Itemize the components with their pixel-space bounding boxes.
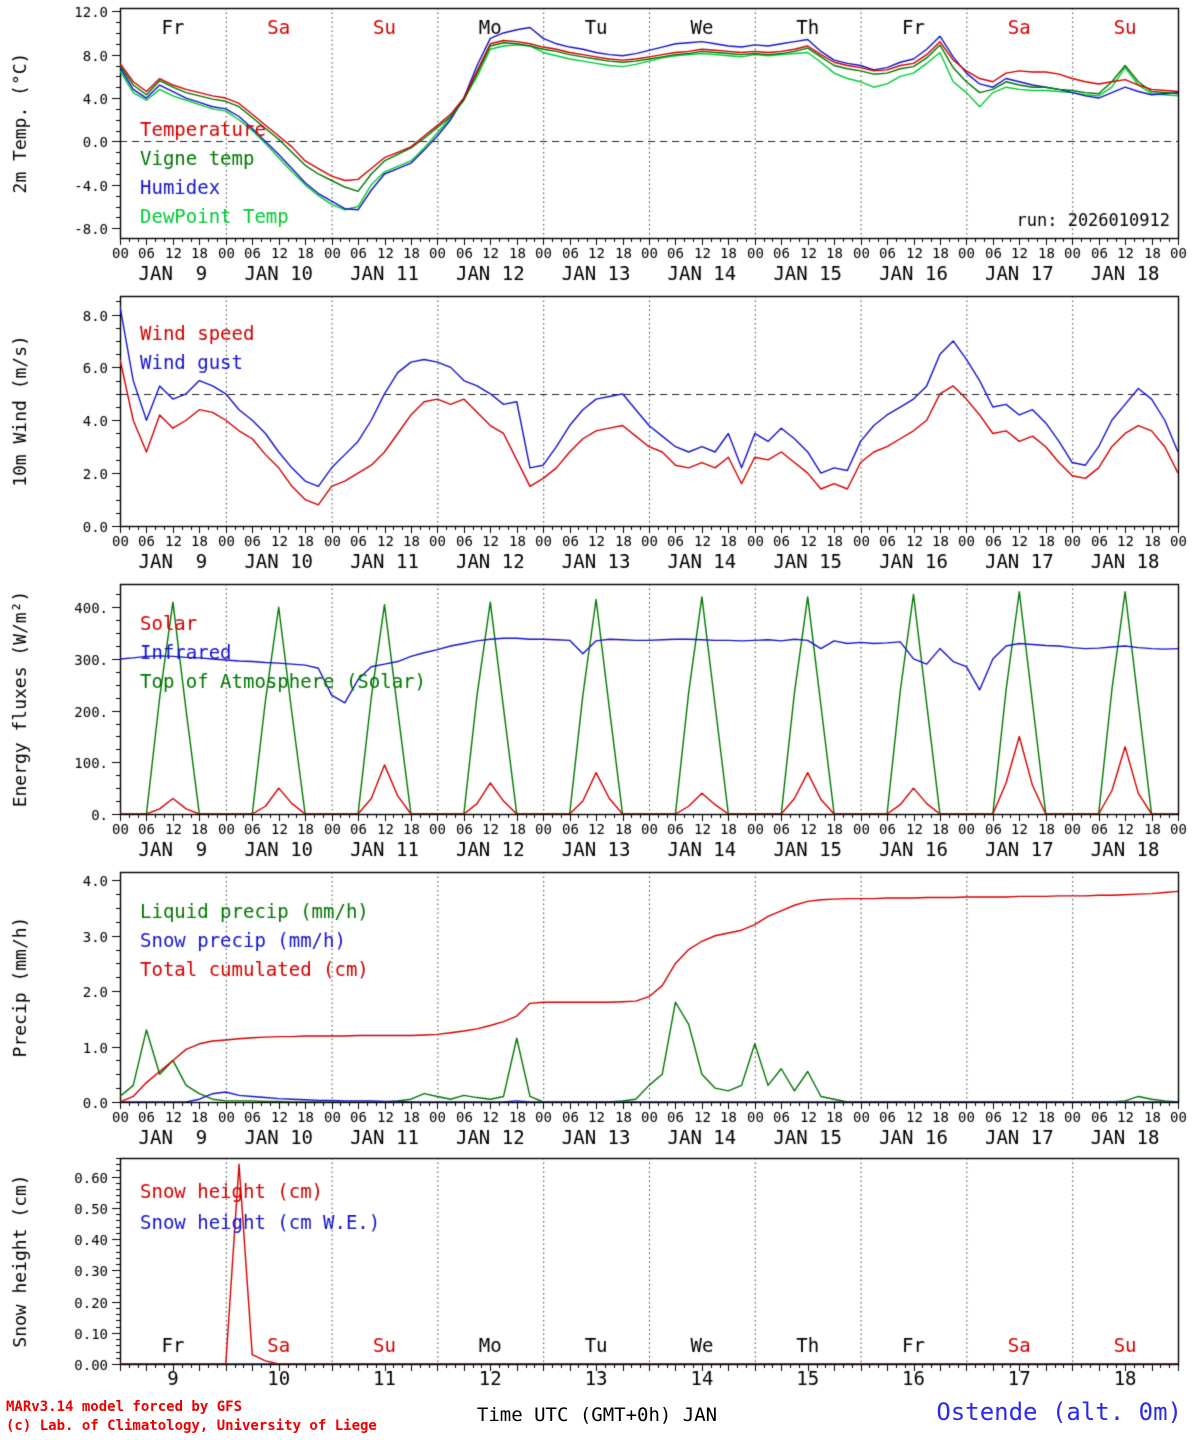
- wind-chart-canvas: [0, 288, 1194, 576]
- station-label: Ostende (alt. 0m): [936, 1398, 1182, 1426]
- energy-flux-chart-canvas: [0, 576, 1194, 864]
- model-credit: MARv3.14 model forced by GFS: [6, 1399, 243, 1415]
- temperature-panel: [0, 0, 1194, 288]
- precip-chart-canvas: [0, 864, 1194, 1152]
- copyright-credit: (c) Lab. of Climatology, University of L…: [6, 1418, 377, 1434]
- snow-height-chart-canvas: [0, 1152, 1194, 1394]
- temperature-chart-canvas: [0, 0, 1194, 288]
- footer: MARv3.14 model forced by GFS (c) Lab. of…: [0, 1394, 1194, 1440]
- x-axis-title: Time UTC (GMT+0h) JAN: [476, 1404, 718, 1426]
- snow-height-panel: [0, 1152, 1194, 1394]
- wind-panel: [0, 288, 1194, 576]
- model-credit-block: MARv3.14 model forced by GFS (c) Lab. of…: [6, 1398, 377, 1436]
- precip-panel: [0, 864, 1194, 1152]
- energy-flux-panel: [0, 576, 1194, 864]
